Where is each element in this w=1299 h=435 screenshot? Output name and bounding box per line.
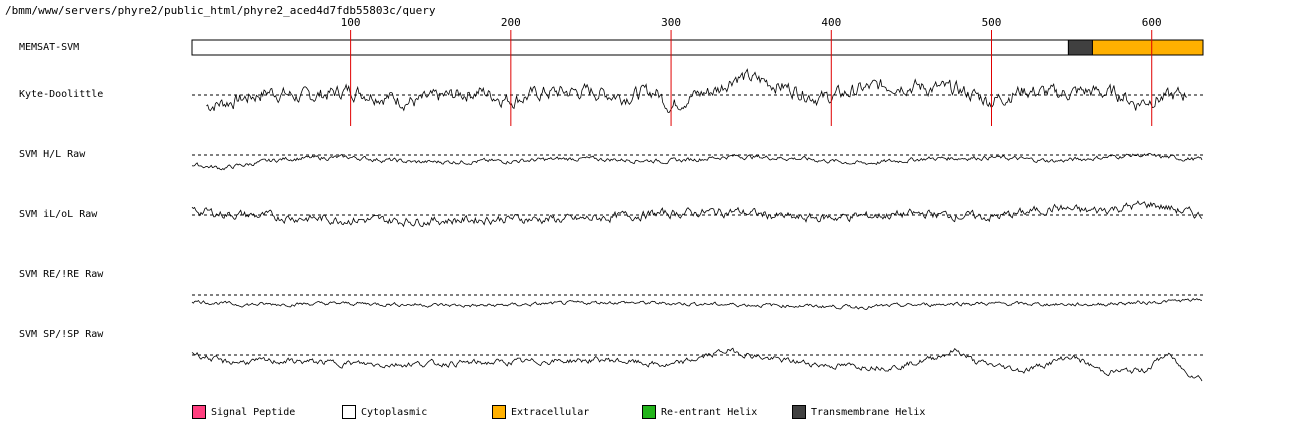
legend-label: Cytoplasmic: [361, 407, 428, 418]
topology-segment: [1091, 39, 1204, 56]
legend-swatch: [342, 405, 356, 419]
legend-swatch: [192, 405, 206, 419]
series-line-2: [191, 152, 1203, 171]
topology-segment: [191, 39, 1069, 56]
kyte-doolittle-label: Kyte-Doolittle: [19, 89, 104, 100]
legend-swatch: [642, 405, 656, 419]
svm-re-label: SVM RE/!RE Raw: [19, 269, 104, 280]
memsat-label: MEMSAT-SVM: [19, 42, 80, 53]
legend-label: Transmembrane Helix: [811, 407, 926, 418]
series-line-1: [206, 68, 1188, 114]
topology-segment: [1067, 39, 1093, 56]
legend-label: Re-entrant Helix: [661, 407, 758, 418]
legend-swatch: [792, 405, 806, 419]
memsat-plot: 100 200 300 400 500 600: [191, 16, 1204, 382]
svm-sp-label: SVM SP/!SP Raw: [19, 329, 104, 340]
svm-iloL-label: SVM iL/oL Raw: [19, 209, 98, 220]
x-tick-label: 400: [821, 16, 841, 29]
series-line-3: [191, 200, 1203, 228]
legend-label: Signal Peptide: [211, 407, 296, 418]
svm-hl-label: SVM H/L Raw: [19, 149, 86, 160]
x-tick-label: 100: [341, 16, 361, 29]
x-tick-label: 500: [982, 16, 1002, 29]
x-tick-label: 200: [501, 16, 521, 29]
series-line-5: [191, 347, 1203, 382]
x-tick-label: 300: [661, 16, 681, 29]
page-title: /bmm/www/servers/phyre2/public_html/phyr…: [5, 4, 436, 17]
series-line-4: [191, 298, 1202, 311]
legend-label: Extracellular: [511, 407, 590, 418]
legend-swatch: [492, 405, 506, 419]
x-tick-label: 600: [1142, 16, 1162, 29]
